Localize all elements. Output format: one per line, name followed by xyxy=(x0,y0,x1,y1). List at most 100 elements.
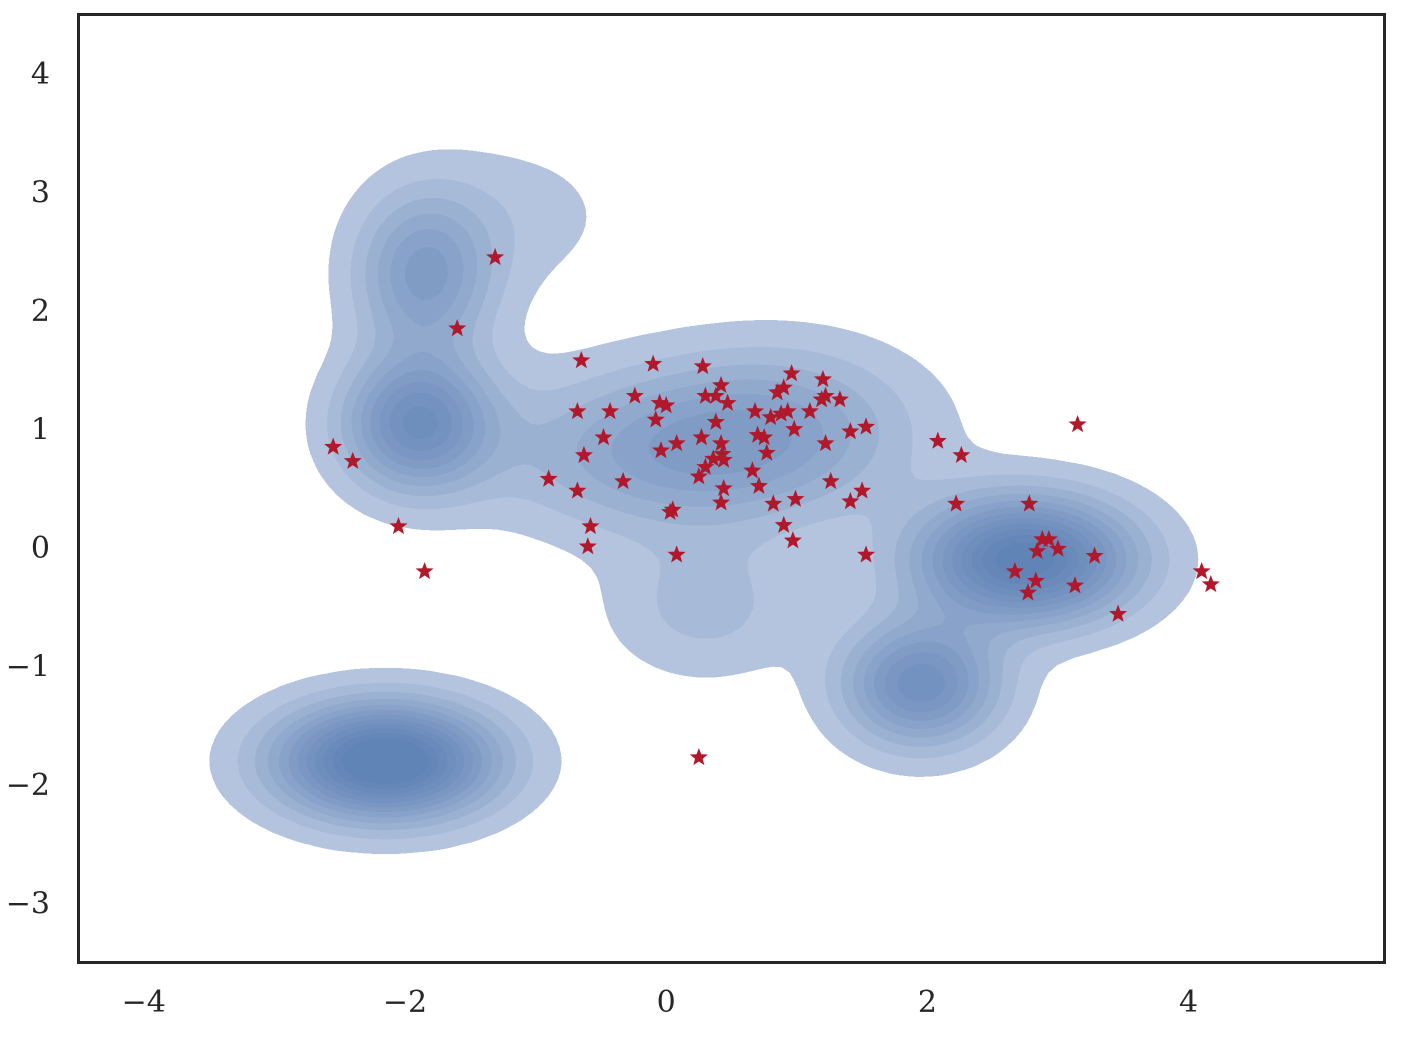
x-tick-label: −4 xyxy=(122,985,166,1020)
data-point-68 xyxy=(856,417,876,435)
y-tick-label: 4 xyxy=(31,57,50,92)
data-point-63 xyxy=(821,471,840,490)
data-point-53 xyxy=(772,404,791,422)
density-level-8 xyxy=(306,392,1098,803)
scatter-points xyxy=(324,247,1220,766)
data-point-13 xyxy=(650,393,669,411)
data-point-14 xyxy=(657,396,676,414)
data-point-7 xyxy=(572,351,591,369)
density-level-4 xyxy=(267,213,1139,824)
data-point-80 xyxy=(1005,561,1024,580)
data-point-45 xyxy=(755,428,774,446)
data-point-51 xyxy=(774,378,793,396)
data-point-39 xyxy=(689,467,708,485)
data-point-34 xyxy=(712,433,731,452)
data-point-69 xyxy=(853,481,872,499)
data-point-9 xyxy=(693,356,712,375)
y-tick-label: −3 xyxy=(6,886,50,921)
data-point-12 xyxy=(625,386,644,404)
data-point-32 xyxy=(706,412,725,430)
data-point-28 xyxy=(696,386,715,404)
data-point-23 xyxy=(651,441,671,459)
data-point-61 xyxy=(830,390,849,408)
y-tick-label: −2 xyxy=(6,768,50,803)
data-point-52 xyxy=(782,364,801,382)
data-point-2 xyxy=(448,319,467,337)
data-point-8 xyxy=(644,354,663,372)
data-point-16 xyxy=(594,428,613,446)
data-point-37 xyxy=(704,449,723,467)
data-point-86 xyxy=(1109,604,1128,622)
data-point-29 xyxy=(706,386,725,404)
data-point-67 xyxy=(841,422,860,440)
y-axis-ticks: −3 −2 −1 0 1 2 3 4 xyxy=(6,57,50,922)
data-point-73 xyxy=(952,445,971,464)
density-level-5 xyxy=(278,229,1127,818)
density-level-11 xyxy=(331,535,1068,790)
data-point-24 xyxy=(667,433,686,452)
y-tick-label: 0 xyxy=(31,531,50,566)
data-point-47 xyxy=(743,461,762,479)
density-level-2 xyxy=(237,178,1170,840)
data-point-5 xyxy=(389,516,408,535)
data-point-87 xyxy=(1192,561,1211,580)
data-point-10 xyxy=(568,401,587,420)
data-point-78 xyxy=(1048,539,1068,557)
data-point-17 xyxy=(574,445,593,464)
x-tick-label: 4 xyxy=(1179,985,1198,1020)
x-tick-label: −2 xyxy=(383,985,427,1020)
density-level-6 xyxy=(288,247,1117,813)
data-point-31 xyxy=(718,393,737,411)
data-point-88 xyxy=(1201,574,1220,593)
data-point-59 xyxy=(816,386,835,404)
data-point-81 xyxy=(1026,571,1045,589)
data-point-75 xyxy=(1020,494,1039,512)
data-point-6 xyxy=(415,561,434,580)
data-point-33 xyxy=(692,428,711,446)
data-point-11 xyxy=(601,401,620,420)
data-point-66 xyxy=(783,531,802,549)
data-point-71 xyxy=(856,545,876,563)
data-point-20 xyxy=(614,471,633,490)
data-point-60 xyxy=(813,369,832,388)
data-point-62 xyxy=(816,433,835,452)
data-point-50 xyxy=(768,383,787,401)
y-tick-label: 2 xyxy=(31,294,50,329)
y-tick-label: 3 xyxy=(31,175,50,210)
data-point-85 xyxy=(1068,415,1087,433)
data-point-82 xyxy=(1018,583,1037,601)
data-point-76 xyxy=(1033,529,1052,548)
data-point-15 xyxy=(646,410,665,428)
density-contours xyxy=(209,149,1199,855)
data-point-4 xyxy=(343,451,362,469)
data-point-3 xyxy=(324,437,343,455)
data-point-27 xyxy=(667,545,686,563)
density-level-7 xyxy=(297,381,1107,808)
data-point-41 xyxy=(712,493,731,511)
data-point-70 xyxy=(841,492,860,510)
y-tick-label: −1 xyxy=(6,649,50,684)
plot-frame xyxy=(77,13,1386,964)
data-point-30 xyxy=(712,375,731,394)
data-point-65 xyxy=(774,515,793,533)
data-point-54 xyxy=(778,401,797,420)
data-point-83 xyxy=(1065,576,1085,594)
density-level-9 xyxy=(314,405,1088,799)
data-point-36 xyxy=(714,450,733,468)
data-point-49 xyxy=(764,494,783,512)
x-axis-ticks: −4 −2 0 2 4 xyxy=(122,985,1198,1020)
data-point-57 xyxy=(800,401,819,420)
data-point-1 xyxy=(486,247,505,266)
data-point-19 xyxy=(568,481,587,499)
density-level-3 xyxy=(254,197,1152,831)
data-point-77 xyxy=(1039,529,1058,548)
density-level-12 xyxy=(341,542,1055,785)
data-point-79 xyxy=(1028,541,1047,559)
data-point-72 xyxy=(928,431,947,449)
x-tick-label: 2 xyxy=(918,985,937,1020)
data-point-64 xyxy=(786,489,805,507)
data-point-46 xyxy=(757,443,776,461)
data-point-40 xyxy=(714,479,733,497)
density-level-10 xyxy=(323,528,1079,794)
